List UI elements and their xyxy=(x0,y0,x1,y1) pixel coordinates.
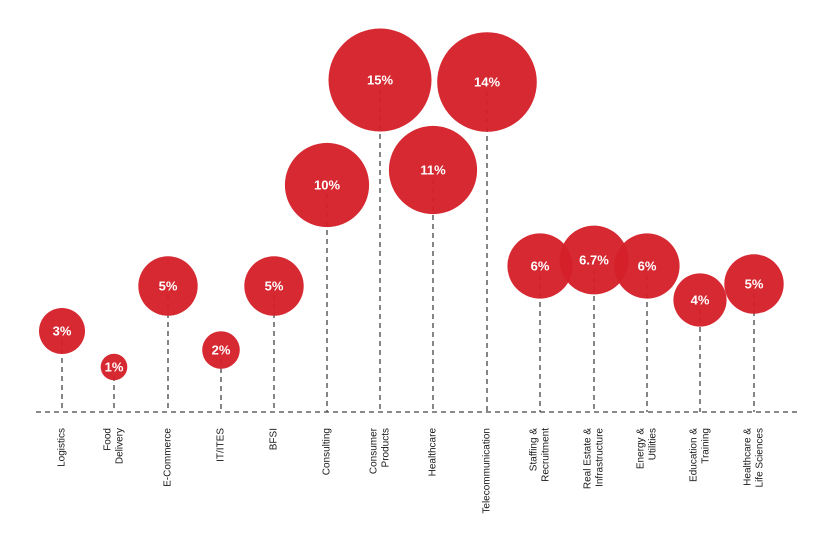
bubble xyxy=(507,233,573,299)
bubble xyxy=(614,233,680,299)
category-label-line: Healthcare & xyxy=(743,428,754,486)
bubble-value-label: 14% xyxy=(474,75,500,90)
category-label: Healthcare & Life Sciences xyxy=(743,428,766,488)
bubble-value-label: 4% xyxy=(691,293,710,308)
bubble xyxy=(388,125,478,215)
category-label-line: Delivery xyxy=(115,428,126,464)
bubble-value-label: 11% xyxy=(420,163,446,178)
category-label-line: Recruitment xyxy=(541,428,552,482)
category-label-line: Education & xyxy=(689,428,700,482)
bubble-value-label: 15% xyxy=(367,73,393,88)
bubble xyxy=(724,254,784,314)
bubble-value-label: 6.7% xyxy=(579,253,609,268)
category-label-line: Food xyxy=(103,428,114,451)
category-label-line: Real Estate & xyxy=(583,428,594,489)
category-label-line: Logistics xyxy=(57,428,68,467)
category-label-line: Training xyxy=(701,428,712,464)
category-label: Healthcare xyxy=(428,428,439,477)
bubble xyxy=(138,256,198,316)
bubble-value-label: 2% xyxy=(212,343,231,358)
bubble xyxy=(39,308,85,354)
category-label-line: Staffing & xyxy=(529,428,540,472)
category-label: BFSI xyxy=(269,428,280,450)
bubble-value-label: 5% xyxy=(159,279,178,294)
bubble xyxy=(202,331,240,369)
category-label: Food Delivery xyxy=(103,428,126,464)
category-label: E-Commerce xyxy=(163,428,174,487)
bubble xyxy=(673,273,727,327)
category-label-line: IT/ITES xyxy=(216,428,227,462)
category-label-line: Life Sciences xyxy=(755,428,766,487)
category-label: Logistics xyxy=(57,428,68,467)
bubble-value-label: 6% xyxy=(531,259,550,274)
bubble-value-label: 6% xyxy=(638,259,657,274)
bubble-value-label: 5% xyxy=(265,279,284,294)
bubble xyxy=(284,142,370,228)
category-label: Education & Training xyxy=(689,428,712,482)
category-label-line: E-Commerce xyxy=(163,428,174,487)
bubble xyxy=(559,225,629,295)
category-label-line: Infrastructure xyxy=(595,428,606,487)
category-label-line: Consumer xyxy=(369,427,380,474)
bubbles-layer: 3% 1% 5% 2% 5% 10% 15% 11% 14% 6% 6.7% 6% 4% 5% xyxy=(39,28,784,381)
category-label: Consumer Products xyxy=(369,427,392,474)
category-label-line: Healthcare xyxy=(428,428,439,477)
category-label: Telecommunication xyxy=(482,428,493,514)
category-label: Consulting xyxy=(322,428,333,475)
category-label: IT/ITES xyxy=(216,428,227,462)
bubble xyxy=(328,28,432,132)
category-label-line: Consulting xyxy=(322,428,333,475)
category-label: Staffing & Recruitment xyxy=(529,428,552,482)
category-label-line: Products xyxy=(381,428,392,467)
bubble-value-label: 5% xyxy=(745,277,764,292)
bubble-value-label: 1% xyxy=(105,360,124,375)
category-label-line: Utilities xyxy=(648,428,659,460)
bubble-value-label: 10% xyxy=(314,178,340,193)
category-label-line: Energy & xyxy=(636,428,647,469)
bubble-value-label: 3% xyxy=(53,324,72,339)
category-label: Energy & Utilities xyxy=(636,428,659,469)
category-label: Real Estate & Infrastructure xyxy=(583,428,606,490)
category-labels-layer: Logistics Food Delivery E-Commerce IT/ITES BF… xyxy=(57,427,766,513)
bubble xyxy=(244,256,304,316)
category-label-line: BFSI xyxy=(269,428,280,450)
bubble xyxy=(437,32,537,132)
bubble xyxy=(100,353,128,381)
category-label-line: Telecommunication xyxy=(482,428,493,514)
